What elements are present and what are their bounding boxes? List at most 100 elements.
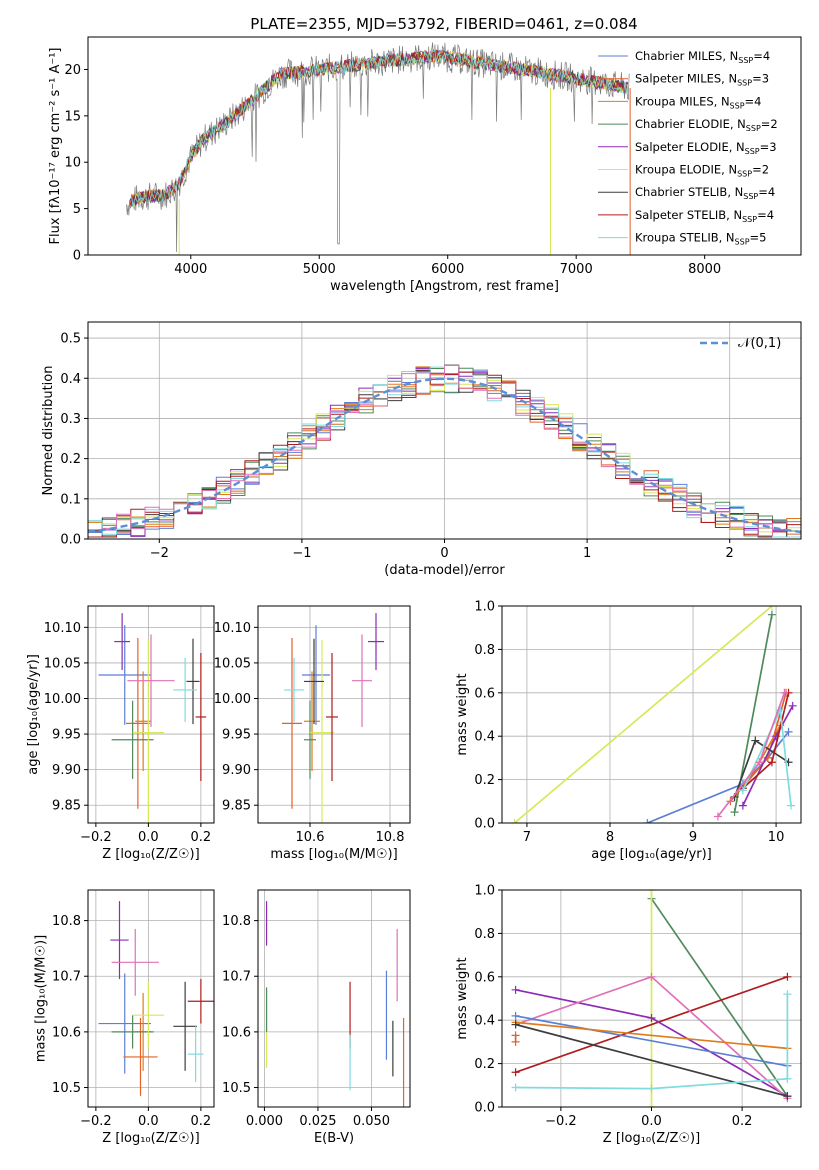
y-tick-label: 0.0 xyxy=(60,533,81,548)
legend-label: Kroupa MILES, NSSP=4 xyxy=(635,94,761,110)
y-tick-label: 0.0 xyxy=(474,1101,495,1116)
plot-area xyxy=(511,890,792,1107)
legend-sub: SSP xyxy=(746,124,761,133)
legend-model-name: Salpeter STELIB, N xyxy=(635,208,742,222)
legend-label: Chabrier MILES, NSSP=4 xyxy=(635,49,770,65)
x-tick-label: 0.025 xyxy=(299,1114,336,1129)
x-tick-label: 8000 xyxy=(688,262,721,277)
plus-marker xyxy=(751,736,760,745)
x-axis-label: Z [log₁₀(Z/Z☉)] xyxy=(603,1131,700,1146)
mass-weight-line xyxy=(513,606,773,823)
y-tick-label: 0.2 xyxy=(474,1057,495,1072)
legend-n: =3 xyxy=(760,140,777,154)
y-tick-label: 20 xyxy=(64,63,81,78)
y-tick-label: 10.5 xyxy=(222,1081,251,1096)
y-tick-label: 0 xyxy=(73,249,81,264)
legend-model-name: Kroupa MILES, N xyxy=(635,94,730,108)
x-axis-label: E(B-V) xyxy=(314,1131,354,1146)
legend-model-name: Chabrier MILES, N xyxy=(635,49,738,63)
mass-weight-line xyxy=(646,731,790,823)
plus-marker xyxy=(643,819,652,823)
x-tick-label: 4000 xyxy=(174,262,207,277)
y-tick-label: 0.4 xyxy=(60,372,81,387)
x-axis-label: age [log₁₀(age/yr)] xyxy=(591,847,712,862)
axes-frame xyxy=(257,889,411,1108)
plus-marker xyxy=(738,801,747,810)
x-tick-label: 0.050 xyxy=(353,1114,390,1129)
y-tick-label: 0.2 xyxy=(474,773,495,788)
x-tick-label: −0.2 xyxy=(80,830,112,845)
y-axis-label: mass weight xyxy=(455,957,470,1039)
y-tick-label: 10.05 xyxy=(44,656,81,671)
plus-marker xyxy=(510,819,519,823)
axes-frame xyxy=(257,605,411,824)
x-tick-label: 7 xyxy=(523,830,531,845)
x-tick-label: −1 xyxy=(292,546,311,561)
y-tick-label: 0.6 xyxy=(474,970,495,985)
y-tick-label: 10 xyxy=(64,156,81,171)
plus-marker xyxy=(783,1092,792,1101)
plot-area xyxy=(265,901,405,1107)
plus-marker xyxy=(730,808,739,817)
mass-weight-line xyxy=(515,1015,788,1067)
y-tick-label: 0.4 xyxy=(474,1014,495,1029)
y-tick-label: 10.8 xyxy=(222,914,251,929)
y-tick-label: 0.8 xyxy=(474,927,495,942)
x-tick-label: 0.2 xyxy=(732,1114,753,1129)
x-tick-label: 0.000 xyxy=(246,1114,283,1129)
x-axis-label: wavelength [Angstrom, rest frame] xyxy=(330,279,559,294)
y-tick-label: 10.7 xyxy=(52,970,81,985)
plus-marker xyxy=(511,1083,520,1092)
plus-marker xyxy=(784,727,793,736)
histogram-step xyxy=(88,365,801,537)
y-tick-label: 1.0 xyxy=(474,600,495,615)
plot-area xyxy=(510,606,797,823)
y-tick-label: 9.85 xyxy=(222,799,251,814)
y-axis-label: Normed distribution xyxy=(41,366,56,496)
legend-label: Salpeter STELIB, NSSP=4 xyxy=(635,208,774,224)
y-tick-label: 0.6 xyxy=(474,686,495,701)
plot-area xyxy=(88,364,801,538)
legend-sub: SSP xyxy=(735,238,750,247)
y-tick-label: 10.8 xyxy=(52,914,81,929)
x-tick-label: 0.0 xyxy=(138,830,159,845)
legend-sub: SSP xyxy=(730,101,745,110)
y-tick-label: 9.90 xyxy=(52,763,81,778)
y-tick-label: 9.90 xyxy=(222,763,251,778)
y-tick-label: 10.10 xyxy=(214,621,251,636)
y-tick-label: 10.6 xyxy=(52,1025,81,1040)
axes-frame xyxy=(87,36,802,256)
x-tick-label: −0.2 xyxy=(545,1114,577,1129)
y-tick-label: 9.95 xyxy=(52,728,81,743)
legend-model-name: Salpeter MILES, N xyxy=(635,72,737,86)
legend-n: =4 xyxy=(757,208,774,222)
x-tick-label: 8 xyxy=(606,830,614,845)
histogram-step xyxy=(88,369,801,538)
mass-weight-line xyxy=(515,975,788,1074)
legend-label: Chabrier ELODIE, NSSP=2 xyxy=(635,117,778,133)
x-tick-label: 0.2 xyxy=(191,1114,212,1129)
x-tick-label: 9 xyxy=(689,830,697,845)
y-tick-label: 10.6 xyxy=(222,1025,251,1040)
legend-model-name: Salpeter ELODIE, N xyxy=(635,140,745,154)
mass-vs-metallicity-panel: −0.2 0.0 0.2 10.5 10.6 10.7 10.8 Z [log₁₀(Z/Z☉)… xyxy=(33,889,215,1146)
model-spectrum-kroupa-miles xyxy=(130,49,628,202)
y-tick-label: 0.2 xyxy=(60,452,81,467)
y-axis-label: Flux [fλ10⁻¹⁷ erg cm⁻² s⁻¹ A⁻¹] xyxy=(48,48,63,245)
plus-marker xyxy=(783,1074,792,1083)
plus-marker xyxy=(738,786,747,795)
legend-n: =4 xyxy=(753,49,770,63)
y-tick-label: 0.3 xyxy=(60,412,81,427)
mass-weight-line xyxy=(515,1021,788,1050)
x-tick-label: 1 xyxy=(583,546,591,561)
axes-frame xyxy=(87,605,215,824)
legend-n: =4 xyxy=(745,94,762,108)
legend-sub: SSP xyxy=(737,170,752,179)
x-tick-label: 10 xyxy=(768,830,785,845)
x-axis-label: Z [log₁₀(Z/Z☉)] xyxy=(102,1131,199,1146)
y-tick-label: 1.0 xyxy=(474,884,495,899)
plus-marker xyxy=(755,758,764,767)
plus-marker xyxy=(788,701,797,710)
plus-marker xyxy=(647,1014,656,1023)
x-tick-label: 6000 xyxy=(431,262,464,277)
